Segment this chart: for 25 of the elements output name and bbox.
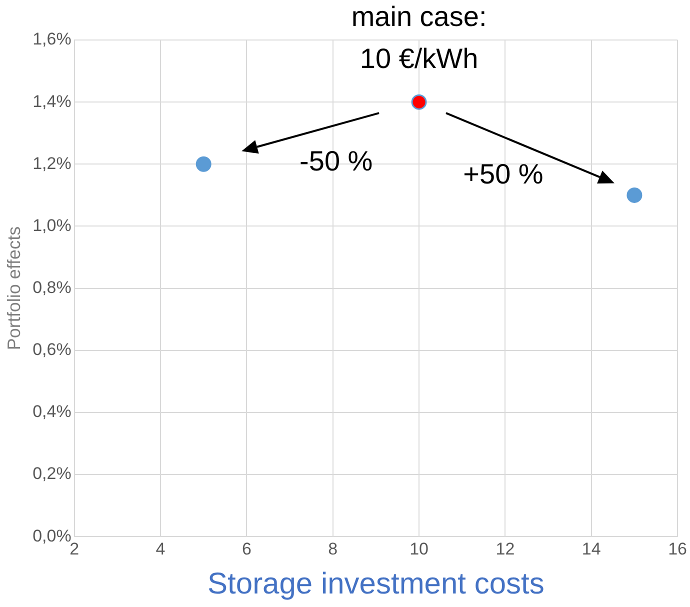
annotation: main case: 10 €/kWh xyxy=(351,0,487,74)
point xyxy=(411,94,427,110)
x-axis-title: Storage investment costs xyxy=(208,567,544,600)
y-tick-label: 1,4% xyxy=(32,92,72,111)
x-tick-label: 2 xyxy=(70,539,80,558)
point xyxy=(626,187,642,203)
y-tick-label: 0,8% xyxy=(32,278,72,297)
x-tick-label: 4 xyxy=(156,539,166,558)
y-tick-label: 0,6% xyxy=(32,340,72,360)
y-tick-label: 0,4% xyxy=(32,402,72,422)
x-tick-label: 8 xyxy=(328,539,338,558)
annotation: +50 % xyxy=(463,158,544,190)
y-tick-label: 0,0% xyxy=(32,526,72,546)
x-tick-label: 16 xyxy=(668,539,688,558)
y-tick-label: 1,0% xyxy=(32,216,72,235)
x-tick-label: 12 xyxy=(496,539,515,558)
annotation: -50 % xyxy=(300,145,373,176)
y-axis-title: Portfolio effects xyxy=(4,226,24,350)
point xyxy=(196,156,212,172)
x-tick-label: 10 xyxy=(410,539,428,558)
x-tick-label: 14 xyxy=(582,539,601,558)
y-tick-label: 0,2% xyxy=(32,464,72,484)
y-tick-label: 1,6% xyxy=(32,30,72,49)
x-tick-label: 6 xyxy=(242,539,252,558)
y-tick-label: 1,2% xyxy=(32,154,72,173)
